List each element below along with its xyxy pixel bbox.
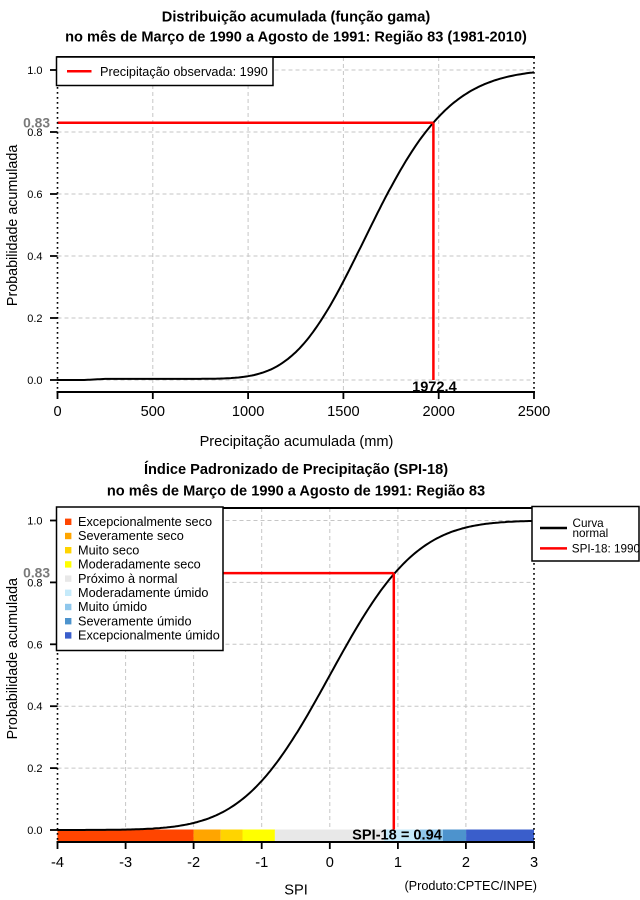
svg-text:Distribuição acumulada (função: Distribuição acumulada (função gama) <box>162 9 431 25</box>
svg-text:0.8: 0.8 <box>27 127 42 139</box>
svg-text:0.83: 0.83 <box>23 115 50 130</box>
svg-text:Moderadamente úmido: Moderadamente úmido <box>78 586 208 600</box>
svg-text:-1: -1 <box>255 855 268 871</box>
svg-text:0.4: 0.4 <box>27 701 42 713</box>
svg-text:SPI-18: 1990: SPI-18: 1990 <box>572 543 640 556</box>
svg-text:0.2: 0.2 <box>27 313 42 325</box>
svg-text:0.0: 0.0 <box>27 375 42 387</box>
svg-text:-2: -2 <box>187 855 200 871</box>
svg-text:0: 0 <box>53 404 61 420</box>
svg-text:2000: 2000 <box>422 404 454 420</box>
svg-text:1.0: 1.0 <box>27 65 42 77</box>
svg-text:Índice Padronizado de Precipit: Índice Padronizado de Precipitação (SPI-… <box>144 461 448 478</box>
svg-text:0.2: 0.2 <box>27 763 42 775</box>
svg-text:1: 1 <box>394 855 402 871</box>
svg-text:-4: -4 <box>51 855 64 871</box>
svg-text:normal: normal <box>573 527 609 540</box>
svg-text:0: 0 <box>326 855 334 871</box>
svg-text:Severamente úmido: Severamente úmido <box>78 614 192 628</box>
svg-text:Severamente seco: Severamente seco <box>78 529 184 543</box>
svg-text:Moderadamente seco: Moderadamente seco <box>78 558 201 572</box>
svg-text:Muito seco: Muito seco <box>78 543 139 557</box>
svg-text:1.0: 1.0 <box>27 516 42 528</box>
svg-text:Excepcionalmente úmido: Excepcionalmente úmido <box>78 629 220 643</box>
svg-text:SPI: SPI <box>284 883 308 899</box>
svg-text:Probabilidade acumulada: Probabilidade acumulada <box>5 578 21 739</box>
svg-text:1000: 1000 <box>232 404 264 420</box>
svg-text:Excepcionalmente seco: Excepcionalmente seco <box>78 515 212 529</box>
svg-text:0.6: 0.6 <box>27 639 42 651</box>
svg-text:0.83: 0.83 <box>23 565 50 580</box>
svg-text:Probabilidade acumulada: Probabilidade acumulada <box>5 145 21 306</box>
svg-text:(Produto:CPTEC/INPE): (Produto:CPTEC/INPE) <box>404 879 537 893</box>
svg-text:3: 3 <box>530 855 538 871</box>
svg-text:0.0: 0.0 <box>27 825 42 837</box>
svg-text:1972.4: 1972.4 <box>412 379 458 395</box>
svg-text:Próximo à normal: Próximo à normal <box>78 572 177 586</box>
svg-text:500: 500 <box>141 404 165 420</box>
svg-text:1500: 1500 <box>327 404 359 420</box>
svg-text:0.6: 0.6 <box>27 189 42 201</box>
svg-text:no mês de Março de 1990 a Agos: no mês de Março de 1990 a Agosto de 1991… <box>65 30 527 46</box>
svg-text:Muito úmido: Muito úmido <box>78 600 147 614</box>
svg-text:2500: 2500 <box>518 404 550 420</box>
svg-text:Curva: Curva <box>573 517 605 530</box>
svg-text:Precipitação observada: 1990: Precipitação observada: 1990 <box>100 65 268 79</box>
svg-text:-3: -3 <box>119 855 132 871</box>
svg-text:Precipitação acumulada (mm): Precipitação acumulada (mm) <box>200 434 394 450</box>
svg-text:2: 2 <box>462 855 470 871</box>
svg-text:no mês de Março de 1990 a Agos: no mês de Março de 1990 a Agosto de 1991… <box>107 484 485 500</box>
svg-text:0.8: 0.8 <box>27 577 42 589</box>
svg-text:0.4: 0.4 <box>27 251 42 263</box>
svg-text:SPI-18 = 0.94: SPI-18 = 0.94 <box>352 827 443 843</box>
